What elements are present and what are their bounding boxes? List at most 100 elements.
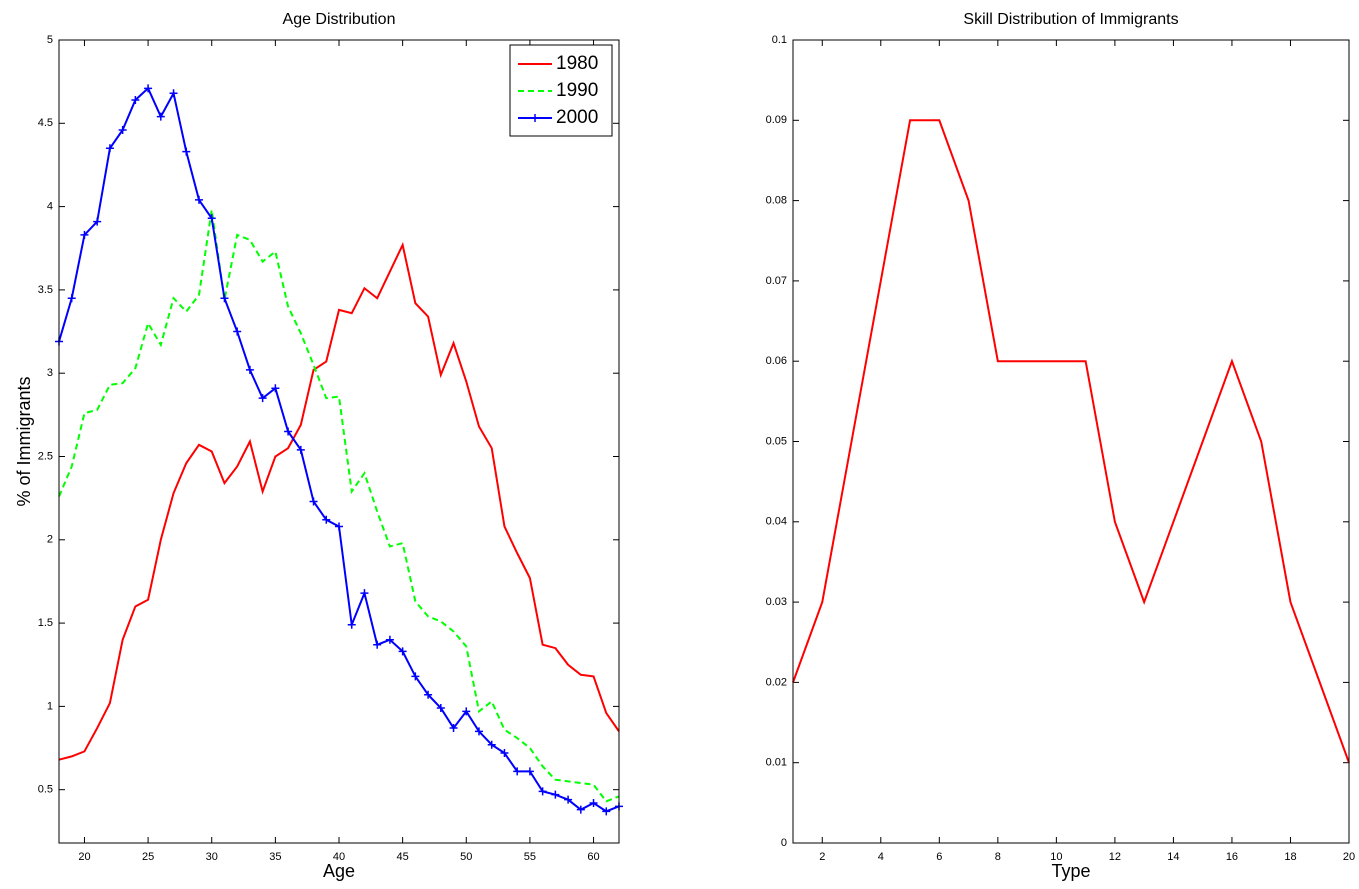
y-tick-label: 1 bbox=[47, 700, 53, 712]
data-marker bbox=[602, 807, 611, 816]
data-marker bbox=[284, 427, 293, 436]
data-marker bbox=[195, 195, 203, 204]
data-line bbox=[58, 209, 620, 803]
x-tick-label: 16 bbox=[1226, 851, 1238, 863]
axes: Skill Distribution of Immigrants Type 2 4 6 8… bbox=[766, 11, 1356, 881]
y-tick-label: 4.5 bbox=[38, 117, 53, 129]
data-marker bbox=[335, 522, 343, 531]
y-tick-label: 4 bbox=[47, 201, 53, 213]
data-marker bbox=[360, 589, 369, 598]
x-tick-label: 40 bbox=[333, 851, 345, 863]
data-marker bbox=[500, 749, 509, 758]
legend-marker bbox=[531, 114, 539, 122]
y-tick-label: 0.06 bbox=[766, 355, 787, 367]
legend-label: 1990 bbox=[556, 80, 598, 101]
data-marker bbox=[258, 394, 267, 403]
data-marker bbox=[411, 672, 420, 681]
legend-label: 2000 bbox=[556, 107, 598, 128]
plot-frame bbox=[792, 39, 1350, 844]
y-tick-label: 0.09 bbox=[766, 114, 787, 126]
y-axis-label: % of Immigrants bbox=[14, 376, 34, 506]
legend: 1980 1990 2000 bbox=[509, 44, 613, 137]
data-marker bbox=[156, 112, 165, 121]
data-marker bbox=[436, 704, 445, 713]
x-tick-label: 30 bbox=[206, 851, 218, 863]
data-marker bbox=[105, 144, 114, 153]
x-tick-label: 2 bbox=[819, 851, 825, 863]
y-tick-label: 0 bbox=[781, 837, 787, 849]
x-tick-label: 18 bbox=[1284, 851, 1296, 863]
x-tick-label: 4 bbox=[878, 851, 884, 863]
x-tick-label: 45 bbox=[397, 851, 409, 863]
chart-title: Age Distribution bbox=[283, 11, 396, 28]
y-tick-label: 0.05 bbox=[766, 435, 787, 447]
data-marker bbox=[182, 147, 191, 156]
data-marker bbox=[207, 214, 216, 223]
data-marker bbox=[538, 787, 547, 796]
data-marker bbox=[373, 640, 382, 649]
data-marker bbox=[118, 125, 127, 134]
y-tick-label: 0.1 bbox=[772, 34, 787, 46]
y-tick-label: 5 bbox=[47, 34, 53, 46]
x-tick-label: 12 bbox=[1109, 851, 1121, 863]
x-tick-label: 55 bbox=[524, 851, 536, 863]
data-marker bbox=[475, 727, 483, 736]
data-marker bbox=[347, 620, 356, 629]
data-marker bbox=[80, 230, 89, 239]
data-marker bbox=[589, 799, 598, 808]
y-tick-label: 0.5 bbox=[38, 784, 53, 796]
plot-frame bbox=[58, 39, 620, 844]
legend-box bbox=[509, 44, 613, 137]
y-tick-label: 3 bbox=[47, 367, 53, 379]
x-tick-label: 10 bbox=[1050, 851, 1062, 863]
data-marker bbox=[271, 384, 280, 393]
y-tick-label: 3.5 bbox=[38, 284, 53, 296]
data-marker bbox=[309, 497, 318, 506]
data-marker bbox=[67, 294, 76, 303]
y-tick-label: 0.08 bbox=[766, 195, 787, 207]
data-marker bbox=[551, 790, 560, 799]
data-marker bbox=[398, 647, 407, 656]
data-marker bbox=[233, 327, 242, 336]
x-axis-label: Type bbox=[1051, 861, 1090, 881]
data-marker bbox=[513, 767, 522, 776]
legend-label: 1980 bbox=[556, 53, 598, 74]
x-tick-label: 20 bbox=[1343, 851, 1355, 863]
data-marker bbox=[424, 690, 433, 699]
y-tick-label: 0.01 bbox=[766, 757, 787, 769]
data-marker bbox=[169, 89, 178, 98]
x-tick-label: 6 bbox=[936, 851, 942, 863]
data-line bbox=[792, 119, 1350, 764]
y-tick-label: 2.5 bbox=[38, 450, 53, 462]
x-tick-label: 25 bbox=[142, 851, 154, 863]
data-line bbox=[58, 86, 620, 813]
x-axis-label: Age bbox=[323, 861, 355, 881]
y-tick-label: 0.03 bbox=[766, 596, 787, 608]
y-tick-label: 0.04 bbox=[766, 516, 787, 528]
data-marker bbox=[576, 805, 585, 814]
data-marker bbox=[462, 707, 471, 716]
y-tick-label: 0.02 bbox=[766, 676, 787, 688]
x-tick-label: 50 bbox=[460, 851, 472, 863]
data-marker bbox=[564, 795, 573, 804]
x-tick-label: 60 bbox=[587, 851, 599, 863]
data-marker bbox=[385, 635, 394, 644]
data-marker bbox=[487, 740, 496, 749]
data-marker bbox=[220, 294, 229, 303]
y-tick-label: 0.07 bbox=[766, 275, 787, 287]
x-tick-label: 35 bbox=[269, 851, 281, 863]
data-marker bbox=[131, 95, 140, 104]
x-tick-label: 8 bbox=[995, 851, 1001, 863]
x-tick-label: 14 bbox=[1167, 851, 1179, 863]
y-tick-label: 2 bbox=[47, 534, 53, 546]
data-marker bbox=[525, 767, 534, 776]
data-marker bbox=[245, 365, 254, 374]
y-tick-label: 1.5 bbox=[38, 617, 53, 629]
data-marker bbox=[296, 445, 305, 454]
data-marker bbox=[93, 217, 102, 226]
x-tick-label: 20 bbox=[78, 851, 90, 863]
data-marker bbox=[144, 84, 153, 93]
data-marker bbox=[449, 724, 458, 733]
